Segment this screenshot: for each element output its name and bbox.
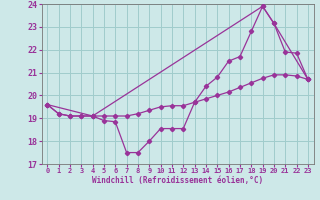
X-axis label: Windchill (Refroidissement éolien,°C): Windchill (Refroidissement éolien,°C): [92, 176, 263, 185]
